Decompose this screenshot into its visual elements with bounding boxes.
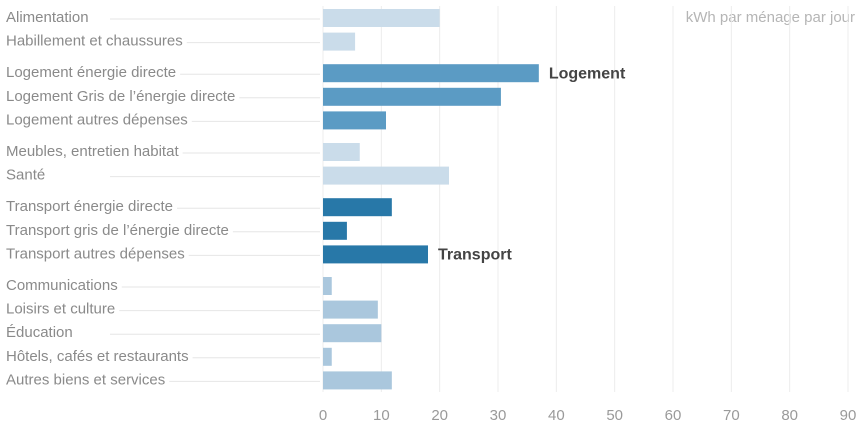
bar <box>323 221 347 240</box>
bar <box>323 371 392 390</box>
annotation: Logement <box>549 65 626 82</box>
label-bg <box>4 198 178 217</box>
label-bg <box>4 166 50 185</box>
label-bg <box>4 143 183 161</box>
bar <box>323 111 386 130</box>
x-tick-label: 90 <box>840 407 857 424</box>
category-label: Communications <box>6 277 118 294</box>
category-label: Logement Gris de l’énergie directe <box>6 88 235 105</box>
bar <box>323 9 440 27</box>
category-label: Logement autres dépenses <box>6 111 188 128</box>
x-tick-label: 40 <box>548 407 565 424</box>
category-label: Hôtels, cafés et restaurants <box>6 348 189 365</box>
label-bg <box>4 324 77 343</box>
category-label: Transport autres dépenses <box>6 245 185 262</box>
label-bg <box>4 371 170 390</box>
annotation: Transport <box>438 247 512 264</box>
x-tick-label: 60 <box>665 407 682 424</box>
category-label: Alimentation <box>6 9 89 26</box>
category-label: Meubles, entretien habitat <box>6 143 179 160</box>
x-tick-label: 0 <box>319 407 327 424</box>
label-bg <box>4 245 189 264</box>
x-tick-label: 80 <box>781 407 798 424</box>
bar <box>323 64 539 83</box>
bar <box>323 87 501 106</box>
category-label: Habillement et chaussures <box>6 33 183 50</box>
bar <box>323 277 332 295</box>
label-bg <box>4 87 240 106</box>
label-bg <box>4 300 120 319</box>
label-bg <box>4 111 192 130</box>
bar <box>323 143 360 161</box>
bar <box>323 300 378 319</box>
x-tick-label: 50 <box>606 407 623 424</box>
bar <box>323 32 356 51</box>
category-label: Transport gris de l’énergie directe <box>6 222 229 239</box>
x-tick-label: 70 <box>723 407 740 424</box>
label-bg <box>4 347 193 366</box>
category-label: Loisirs et culture <box>6 301 115 318</box>
category-label: Autres biens et services <box>6 371 165 388</box>
x-tick-label: 10 <box>373 407 390 424</box>
x-tick-label: 20 <box>431 407 448 424</box>
bar <box>323 198 392 217</box>
bar <box>323 245 428 264</box>
category-label: Logement énergie directe <box>6 64 176 81</box>
bar <box>323 324 382 343</box>
label-bg <box>4 277 122 295</box>
bar <box>323 166 449 185</box>
x-tick-label: 30 <box>490 407 507 424</box>
label-bg <box>4 32 187 51</box>
category-label: Santé <box>6 167 45 184</box>
category-label: Transport énergie directe <box>6 198 173 215</box>
category-label: Éducation <box>6 324 73 341</box>
bar <box>323 347 332 366</box>
unit-label: kWh par ménage par jour <box>686 9 855 26</box>
label-bg <box>4 221 233 240</box>
label-bg <box>4 9 93 27</box>
label-bg <box>4 64 181 83</box>
